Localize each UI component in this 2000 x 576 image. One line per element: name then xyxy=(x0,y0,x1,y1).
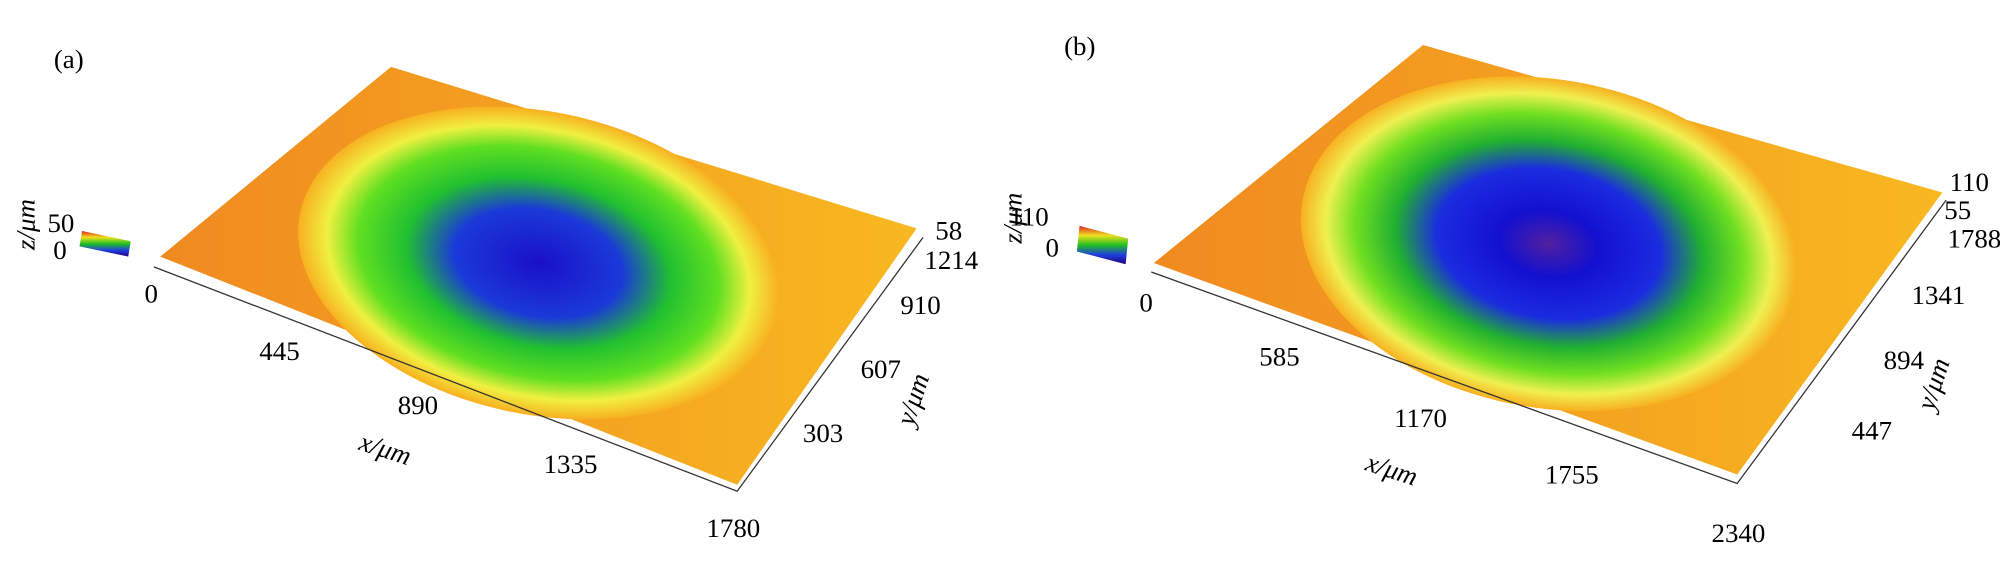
y-tick-label: 894 xyxy=(1884,345,1925,375)
x-tick-label: 1755 xyxy=(1545,459,1599,489)
y-tick-label: 303 xyxy=(803,418,843,448)
panel-a-surface xyxy=(79,66,924,492)
y-tick-label: 110 xyxy=(1950,167,1989,197)
x-axis-label: x/μm xyxy=(355,426,415,471)
z-axis-label: z/μm xyxy=(10,199,40,251)
x-tick-label: 0 xyxy=(145,279,158,309)
x-tick-label: 445 xyxy=(259,336,299,366)
axes-edge xyxy=(153,236,924,492)
panel-label: (b) xyxy=(1064,31,1095,61)
color-bar xyxy=(79,230,131,257)
x-axis-label: x/μm xyxy=(1361,447,1421,492)
panel-label: (a) xyxy=(54,44,84,74)
x-tick-label: 585 xyxy=(1259,341,1299,371)
x-tick-label: 2340 xyxy=(1712,518,1766,548)
y-tick-label: 1341 xyxy=(1912,280,1966,310)
z-tick-label: 0 xyxy=(1046,232,1059,262)
x-tick-label: 890 xyxy=(398,390,438,420)
color-bar xyxy=(1076,225,1129,265)
panel-b-surface xyxy=(1076,45,1947,485)
x-tick-label: 1335 xyxy=(544,449,598,479)
crater xyxy=(1300,76,1797,412)
y-tick-label: 55 xyxy=(1944,195,1971,225)
y-tick-label: 58 xyxy=(935,216,962,246)
y-tick-label: 910 xyxy=(900,290,940,320)
x-tick-label: 1780 xyxy=(706,513,760,543)
x-tick-label: 1170 xyxy=(1394,403,1447,433)
z-tick-label: 110 xyxy=(1009,202,1048,232)
y-tick-label: 607 xyxy=(861,354,901,384)
y-tick-label: 1214 xyxy=(924,245,978,275)
z-tick-label: 0 xyxy=(53,235,66,265)
y-tick-label: 447 xyxy=(1852,416,1892,446)
z-axis-label: z/μm xyxy=(998,193,1028,245)
axes-edge xyxy=(1151,199,1947,485)
y-tick-label: 1788 xyxy=(1947,223,2000,253)
x-tick-label: 0 xyxy=(1139,287,1152,317)
z-tick-label: 50 xyxy=(47,208,74,238)
crater xyxy=(298,106,779,420)
